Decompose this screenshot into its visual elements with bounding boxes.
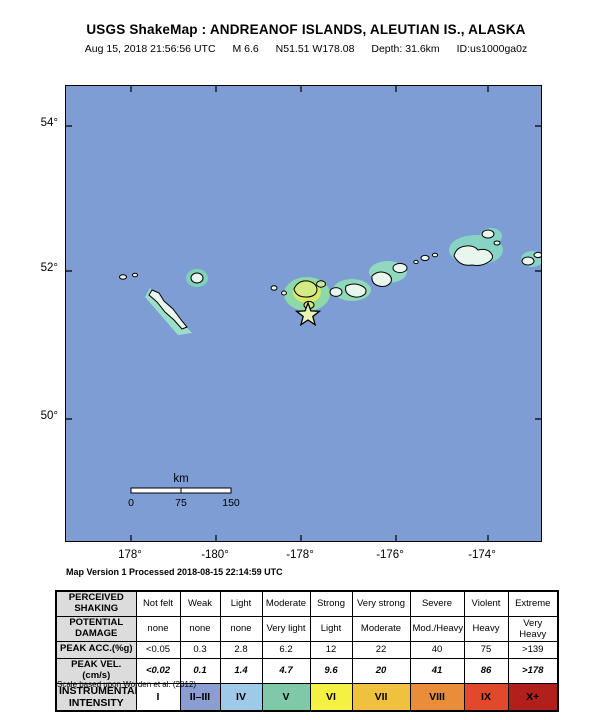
- event-subtitle: Aug 15, 2018 21:56:56 UTC M 6.6 N51.51 W…: [0, 43, 612, 55]
- legend-cell: 6.2: [261, 640, 311, 659]
- legend-row-acc: PEAK ACC.(%g) <0.05 0.3 2.8 6.2 12 22 40…: [55, 640, 559, 659]
- legend-cell: 41: [409, 657, 465, 684]
- legend-cell: Violent: [463, 590, 509, 617]
- legend-cell: none: [219, 615, 263, 642]
- scale-unit-label: km: [173, 473, 188, 485]
- scale-tick-label: 150: [222, 497, 240, 509]
- legend-cell: >178: [507, 657, 559, 684]
- intensity-legend-table: PERCEIVED SHAKING Not felt Weak Light Mo…: [55, 590, 559, 712]
- intensity-cell: VII: [351, 682, 411, 712]
- legend-cell: Strong: [309, 590, 353, 617]
- legend-row-vel: PEAK VEL.(cm/s) <0.02 0.1 1.4 4.7 9.6 20…: [55, 657, 559, 684]
- intensity-cell: IX: [463, 682, 509, 712]
- legend-row-header-damage: POTENTIAL DAMAGE: [55, 615, 137, 642]
- legend-cell: 40: [409, 640, 465, 659]
- event-coords: N51.51 W178.08: [275, 43, 355, 55]
- intensity-cell: IV: [219, 682, 263, 712]
- legend-row-shaking: PERCEIVED SHAKING Not felt Weak Light Mo…: [55, 590, 559, 617]
- lon-tick-label: -178°: [286, 549, 314, 561]
- legend-cell: 9.6: [309, 657, 353, 684]
- lon-tick-label: -174°: [468, 549, 496, 561]
- intensity-cell: VIII: [409, 682, 465, 712]
- legend-cell: 86: [463, 657, 509, 684]
- page-title: USGS ShakeMap : ANDREANOF ISLANDS, ALEUT…: [86, 22, 526, 37]
- legend-cell: Light: [219, 590, 263, 617]
- scale-tick-label: 0: [128, 497, 134, 509]
- intensity-cell: X+: [507, 682, 559, 712]
- legend-cell: Very strong: [351, 590, 411, 617]
- legend-cell: Mod./Heavy: [409, 615, 465, 642]
- legend-cell: Moderate: [351, 615, 411, 642]
- legend-cell: Heavy: [463, 615, 509, 642]
- legend-cell: Weak: [179, 590, 221, 617]
- map-canvas: km 0 75 150: [65, 85, 542, 542]
- map-svg: km 0 75 150: [66, 86, 541, 541]
- event-id: ID:us1000ga0z: [456, 43, 528, 55]
- legend-cell: 75: [463, 640, 509, 659]
- legend-cell: 1.4: [219, 657, 263, 684]
- legend-row-header-vel: PEAK VEL.(cm/s): [55, 657, 137, 684]
- legend-cell: Very light: [261, 615, 311, 642]
- event-depth: Depth: 31.6km: [371, 43, 440, 55]
- intensity-legend: PERCEIVED SHAKING Not felt Weak Light Mo…: [55, 590, 559, 712]
- legend-cell: Not felt: [135, 590, 181, 617]
- legend-row-header-acc: PEAK ACC.(%g): [55, 640, 137, 659]
- lat-tick-label: 54°: [40, 117, 58, 129]
- legend-cell: Very Heavy: [507, 615, 559, 642]
- legend-cell: Severe: [409, 590, 465, 617]
- legend-cell: 4.7: [261, 657, 311, 684]
- legend-cell: 0.3: [179, 640, 221, 659]
- legend-row-intensity: INSTRUMENTAL INTENSITY I II–III IV V VI …: [55, 682, 559, 712]
- lon-tick-label: 178°: [118, 549, 142, 561]
- legend-cell: 22: [351, 640, 411, 659]
- map-version-note: Map Version 1 Processed 2018-08-15 22:14…: [66, 567, 283, 577]
- legend-row-header-shaking: PERCEIVED SHAKING: [55, 590, 137, 617]
- legend-cell: 12: [309, 640, 353, 659]
- legend-cell: >139: [507, 640, 559, 659]
- intensity-cell: II–III: [179, 682, 221, 712]
- legend-cell: Moderate: [261, 590, 311, 617]
- intensity-cell: VI: [309, 682, 353, 712]
- lon-tick-label: -176°: [376, 549, 404, 561]
- legend-footnote: Scale based upon Worden et al. (2012): [57, 680, 197, 689]
- legend-cell: <0.05: [135, 640, 181, 659]
- intensity-halo-layer: [145, 228, 541, 335]
- legend-cell: none: [179, 615, 221, 642]
- event-datetime: Aug 15, 2018 21:56:56 UTC: [84, 43, 216, 55]
- legend-cell: 0.1: [179, 657, 221, 684]
- scale-tick-label: 75: [175, 497, 187, 509]
- legend-cell: Extreme: [507, 590, 559, 617]
- axis-ticks: [66, 86, 541, 541]
- scale-bar: km 0 75 150: [128, 473, 240, 509]
- legend-cell: 2.8: [219, 640, 263, 659]
- event-magnitude: M 6.6: [232, 43, 259, 55]
- epicenter-star: [294, 301, 322, 327]
- lat-tick-label: 50°: [40, 410, 58, 422]
- legend-row-damage: POTENTIAL DAMAGE none none none Very lig…: [55, 615, 559, 642]
- lat-tick-label: 52°: [40, 262, 58, 274]
- legend-row-header-intensity: INSTRUMENTAL INTENSITY: [55, 682, 137, 712]
- legend-cell: Light: [309, 615, 353, 642]
- intensity-cell: V: [261, 682, 311, 712]
- legend-cell: none: [135, 615, 181, 642]
- lon-tick-label: -180°: [201, 549, 229, 561]
- legend-cell: 20: [351, 657, 411, 684]
